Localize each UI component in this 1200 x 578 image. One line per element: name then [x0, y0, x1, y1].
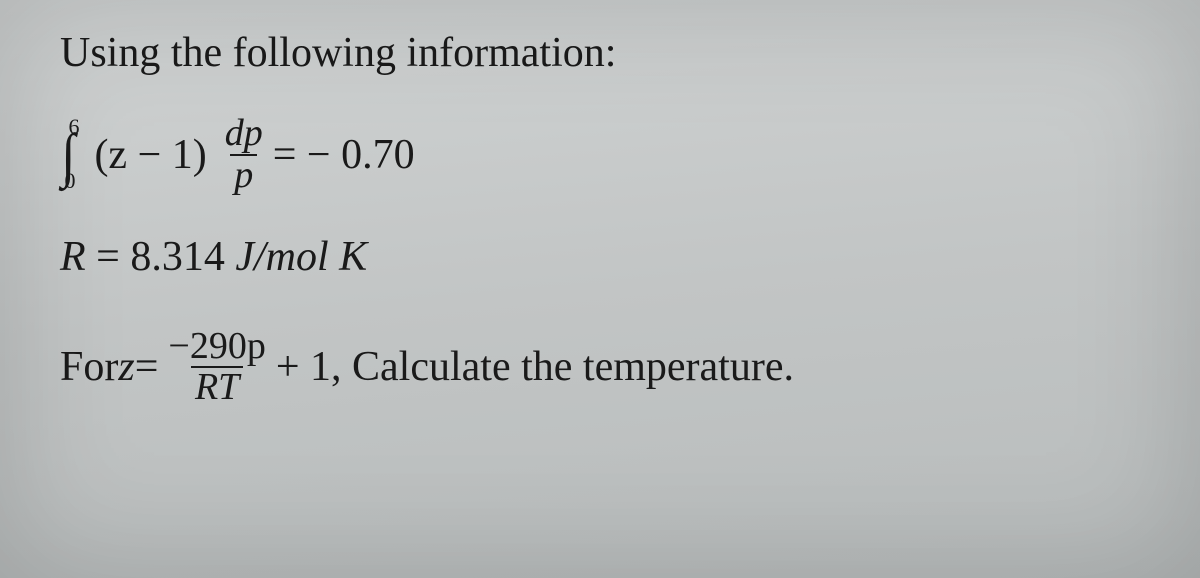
- integral-upper-limit: 6: [68, 114, 79, 140]
- eq3-suffix: + 1, Calculate the temperature.: [276, 342, 794, 392]
- frac3-num: −290p: [164, 327, 269, 367]
- eq1-rhs: = − 0.70: [273, 130, 415, 180]
- problem-text-block: Using the following information: ∫ 6 0 (…: [60, 28, 1180, 444]
- eq3-var: z: [118, 342, 134, 392]
- eq2-lhs: R: [60, 234, 86, 280]
- eq3-prefix: For: [60, 342, 118, 392]
- integrand-left: (z − 1): [94, 130, 206, 180]
- eq2-unit: J/mol K: [235, 234, 367, 280]
- equation-1: ∫ 6 0 (z − 1) dp p = − 0.70: [60, 114, 1180, 196]
- intro-text: Using the following information:: [60, 30, 616, 76]
- equation-2: R = 8.314 J/mol K: [60, 232, 1180, 282]
- fraction-290p-over-RT: −290p RT: [164, 327, 269, 409]
- frac-den: p: [230, 154, 257, 196]
- integral-lower-limit: 0: [64, 168, 75, 194]
- eq2-rhs: = 8.314: [96, 234, 235, 280]
- equation-3: For z = −290p RT + 1, Calculate the temp…: [60, 327, 1180, 409]
- frac3-den: RT: [191, 366, 243, 408]
- integral-symbol-block: ∫ 6 0: [60, 118, 90, 192]
- intro-line: Using the following information:: [60, 28, 1180, 78]
- frac-num: dp: [221, 114, 267, 154]
- fraction-dp-over-p: dp p: [221, 114, 267, 196]
- eq3-eq: =: [135, 342, 159, 392]
